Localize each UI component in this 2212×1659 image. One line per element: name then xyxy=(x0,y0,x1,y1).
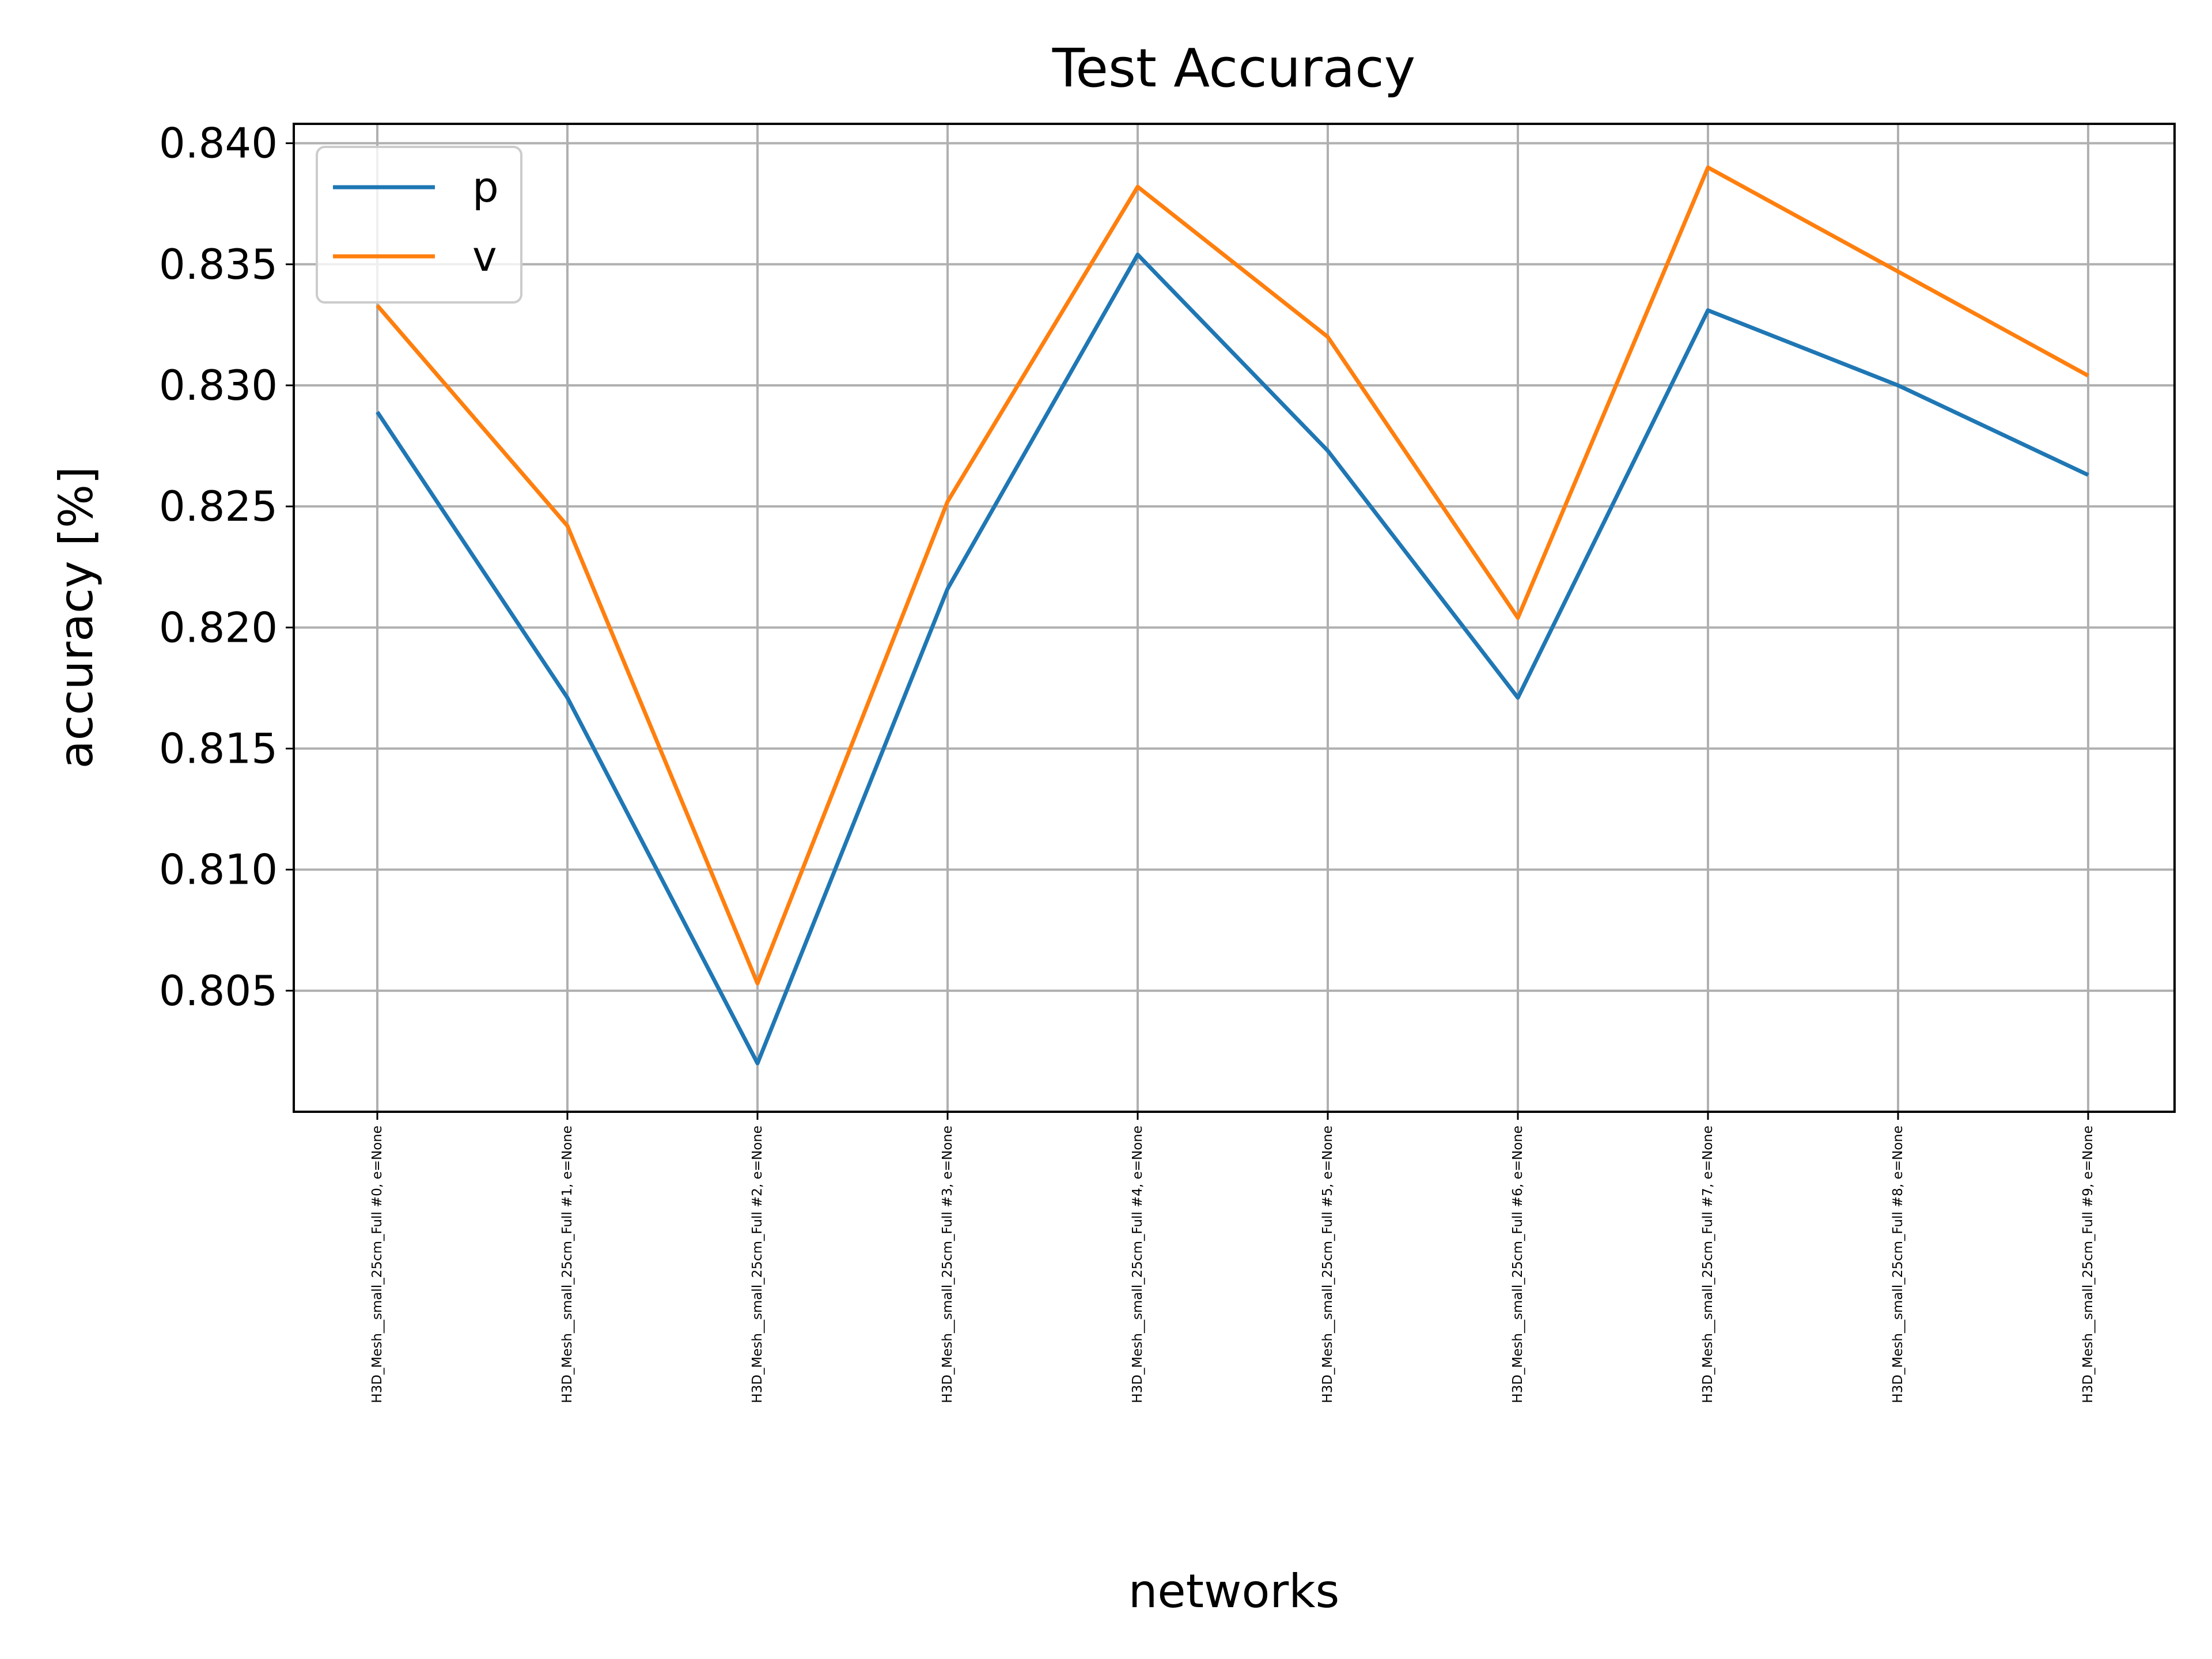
x-tick-label: H3D_Mesh__small_25cm_Full #3, e=None xyxy=(940,1126,955,1403)
y-axis-label: accuracy [%] xyxy=(50,467,103,769)
y-tick-label: 0.840 xyxy=(159,119,278,168)
legend: pv xyxy=(316,146,522,304)
plot-frame xyxy=(293,123,2176,1113)
x-tick-label: H3D_Mesh__small_25cm_Full #1, e=None xyxy=(560,1126,575,1403)
x-tick-label: H3D_Mesh__small_25cm_Full #8, e=None xyxy=(1891,1126,1906,1403)
x-tick-label: H3D_Mesh__small_25cm_Full #9, e=None xyxy=(2081,1126,2096,1403)
y-tick-label: 0.820 xyxy=(159,603,278,652)
legend-label: p xyxy=(472,163,499,211)
x-tick-label: H3D_Mesh__small_25cm_Full #6, e=None xyxy=(1510,1126,1525,1403)
x-tick-label: H3D_Mesh__small_25cm_Full #7, e=None xyxy=(1700,1126,1715,1403)
x-axis-label: networks xyxy=(1128,1565,1340,1618)
y-tick-label: 0.810 xyxy=(159,846,278,894)
y-tick-label: 0.825 xyxy=(159,482,278,531)
y-tick-label: 0.805 xyxy=(159,967,278,1015)
y-tick-label: 0.815 xyxy=(159,724,278,772)
series-lines xyxy=(376,165,2089,1066)
x-tick-label: H3D_Mesh__small_25cm_Full #4, e=None xyxy=(1130,1126,1145,1403)
y-tick-label: 0.835 xyxy=(159,240,278,289)
legend-label: v xyxy=(472,232,497,281)
y-tick-label: 0.830 xyxy=(159,361,278,410)
series-line-p xyxy=(376,252,2089,1066)
grid xyxy=(294,124,2175,1112)
x-tick-label: H3D_Mesh__small_25cm_Full #5, e=None xyxy=(1320,1126,1335,1403)
x-tick-label: H3D_Mesh__small_25cm_Full #0, e=None xyxy=(370,1126,385,1403)
x-tick-label: H3D_Mesh__small_25cm_Full #2, e=None xyxy=(750,1126,765,1403)
series-line-v xyxy=(376,165,2089,986)
chart-title: Test Accuracy xyxy=(1052,37,1415,99)
axis-ticks: H3D_Mesh__small_25cm_Full #0, e=None H3D_… xyxy=(159,119,2096,1403)
